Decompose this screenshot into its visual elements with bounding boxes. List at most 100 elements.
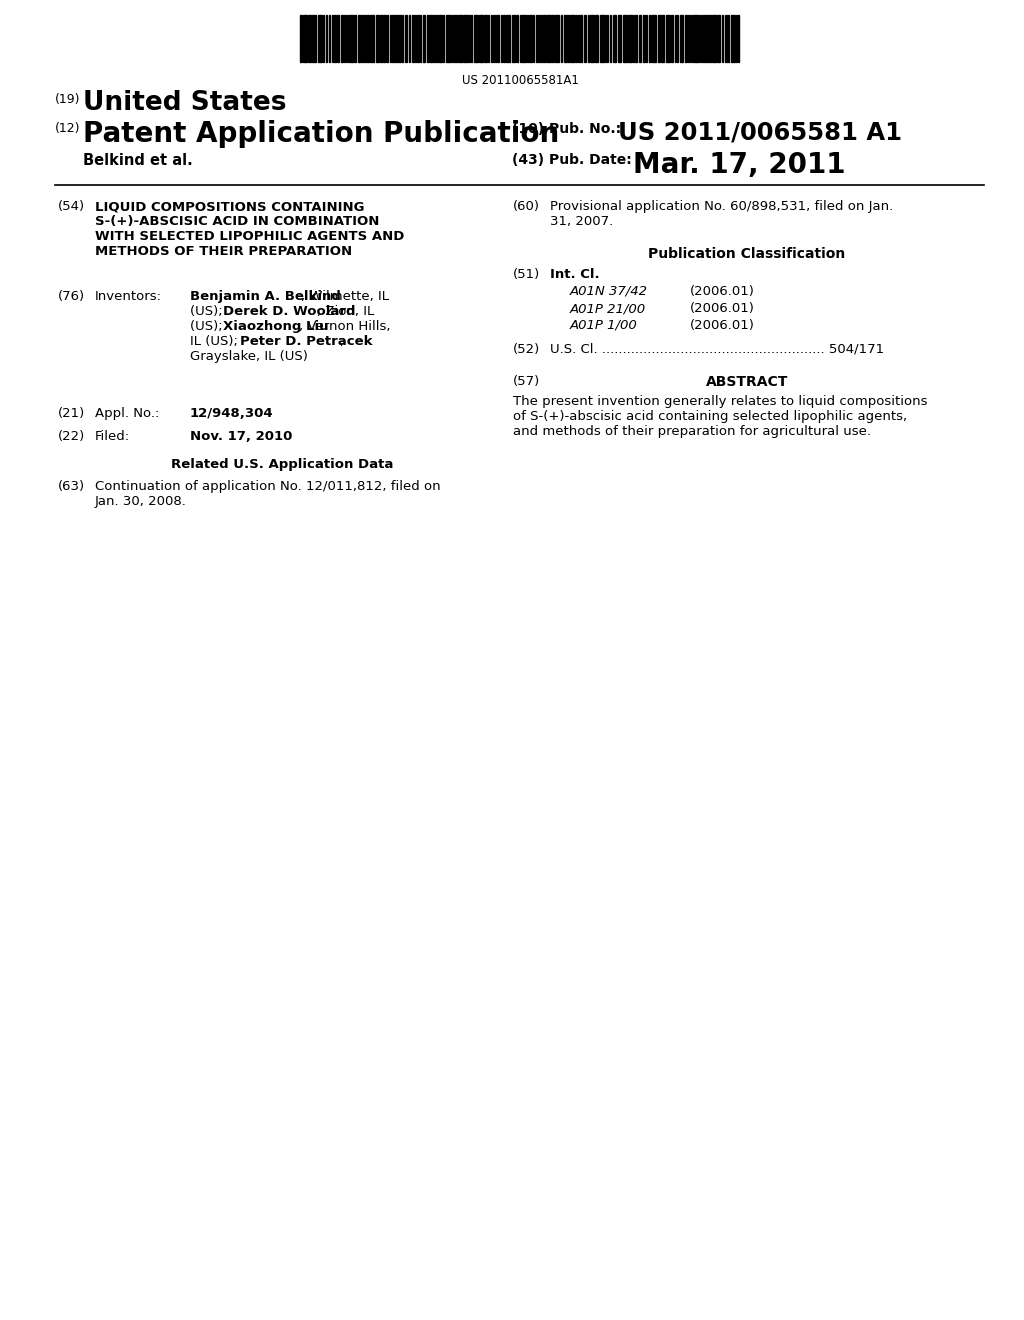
Text: 31, 2007.: 31, 2007. [550,215,613,228]
Bar [383,15,385,62]
Text: , Vernon Hills,: , Vernon Hills, [299,319,390,333]
Bar [308,15,311,62]
Text: Publication Classification: Publication Classification [648,247,846,261]
Text: Jan. 30, 2008.: Jan. 30, 2008. [95,495,186,508]
Text: Related U.S. Application Data: Related U.S. Application Data [171,458,393,471]
Bar [571,15,574,62]
Text: (52): (52) [513,343,541,356]
Text: The present invention generally relates to liquid compositions: The present invention generally relates … [513,395,928,408]
Bar [380,15,382,62]
Bar [337,15,339,62]
Bar [386,15,388,62]
Bar [652,15,656,62]
Text: Appl. No.:: Appl. No.: [95,407,160,420]
Text: Belkind et al.: Belkind et al. [83,153,193,168]
Text: ABSTRACT: ABSTRACT [706,375,788,389]
Text: IL (US);: IL (US); [190,335,242,348]
Bar [522,15,526,62]
Bar [453,15,455,62]
Bar [479,15,483,62]
Text: Nov. 17, 2010: Nov. 17, 2010 [190,430,293,444]
Text: Filed:: Filed: [95,430,130,444]
Text: (21): (21) [58,407,85,420]
Text: (51): (51) [513,268,541,281]
Text: LIQUID COMPOSITIONS CONTAINING: LIQUID COMPOSITIONS CONTAINING [95,201,365,213]
Bar [423,15,425,62]
Text: Derek D. Woolard: Derek D. Woolard [223,305,355,318]
Text: (2006.01): (2006.01) [690,302,755,315]
Text: Continuation of application No. 12/011,812, filed on: Continuation of application No. 12/011,8… [95,480,440,492]
Bar [300,15,302,62]
Bar [392,15,394,62]
Bar [412,15,414,62]
Bar [503,15,505,62]
Text: WITH SELECTED LIPOPHILIC AGENTS AND: WITH SELECTED LIPOPHILIC AGENTS AND [95,230,404,243]
Text: A01N 37/42: A01N 37/42 [570,285,648,298]
Text: Mar. 17, 2011: Mar. 17, 2011 [633,150,846,180]
Text: (12): (12) [55,121,81,135]
Text: (US);: (US); [190,305,227,318]
Text: A01P 1/00: A01P 1/00 [570,319,638,333]
Bar [731,15,735,62]
Bar [456,15,458,62]
Bar [579,15,582,62]
Bar [484,15,487,62]
Text: ,: , [339,335,343,348]
Bar [536,15,538,62]
Bar [658,15,660,62]
Bar [666,15,670,62]
Bar [541,15,543,62]
Text: S-(+)-ABSCISIC ACID IN COMBINATION: S-(+)-ABSCISIC ACID IN COMBINATION [95,215,379,228]
Bar [628,15,632,62]
Bar [595,15,598,62]
Text: (60): (60) [513,201,540,213]
Bar [430,15,432,62]
Text: (US);: (US); [190,319,227,333]
Bar [303,15,307,62]
Bar [623,15,627,62]
Bar [367,15,369,62]
Text: A01P 21/00: A01P 21/00 [570,302,646,315]
Bar [468,15,470,62]
Bar [439,15,442,62]
Bar [671,15,673,62]
Text: Xiaozhong Liu: Xiaozhong Liu [223,319,329,333]
Text: (10) Pub. No.:: (10) Pub. No.: [512,121,622,136]
Bar [459,15,462,62]
Bar [364,15,366,62]
Text: Peter D. Petracek: Peter D. Petracek [240,335,373,348]
Bar [370,15,374,62]
Bar [446,15,450,62]
Text: (57): (57) [513,375,541,388]
Bar [354,15,356,62]
Text: United States: United States [83,90,287,116]
Bar [358,15,360,62]
Bar [725,15,727,62]
Text: (2006.01): (2006.01) [690,285,755,298]
Text: U.S. Cl. ...................................................... 504/171: U.S. Cl. ...............................… [550,343,884,356]
Bar [712,15,716,62]
Bar [497,15,499,62]
Bar [685,15,687,62]
Bar [590,15,594,62]
Bar [635,15,637,62]
Bar [544,15,546,62]
Bar [709,15,711,62]
Bar [564,15,567,62]
Bar [427,15,429,62]
Bar [717,15,720,62]
Bar [643,15,645,62]
Bar [555,15,559,62]
Bar [529,15,532,62]
Bar [600,15,604,62]
Text: 12/948,304: 12/948,304 [190,407,273,420]
Bar [618,15,621,62]
Text: (22): (22) [58,430,85,444]
Bar [406,15,407,62]
Text: US 2011/0065581 A1: US 2011/0065581 A1 [618,120,902,144]
Bar [318,15,322,62]
Text: Int. Cl.: Int. Cl. [550,268,600,281]
Bar [436,15,438,62]
Bar [662,15,664,62]
Text: (2006.01): (2006.01) [690,319,755,333]
